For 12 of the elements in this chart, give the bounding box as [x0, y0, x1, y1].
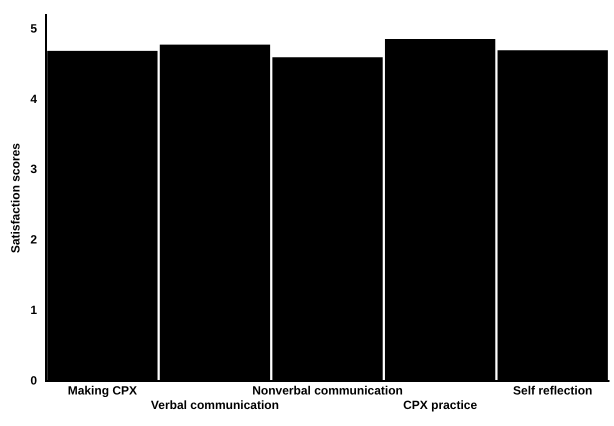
x-tick-label: CPX practice [403, 398, 478, 412]
y-tick-label: 4 [30, 92, 38, 106]
y-tick-label: 3 [30, 162, 38, 176]
x-tick-label: Nonverbal communication [252, 384, 403, 398]
y-tick-label: 2 [30, 232, 38, 247]
y-axis-title: Satisfaction scores [8, 142, 23, 254]
y-tick-label: 1 [30, 303, 38, 318]
x-tick-label: Making CPX [68, 384, 138, 398]
x-tick-label: Verbal communication [150, 398, 279, 412]
x-tick-label: Self reflection [513, 384, 592, 398]
y-tick-label: 0 [30, 374, 38, 388]
y-tick-label: 5 [30, 21, 38, 36]
